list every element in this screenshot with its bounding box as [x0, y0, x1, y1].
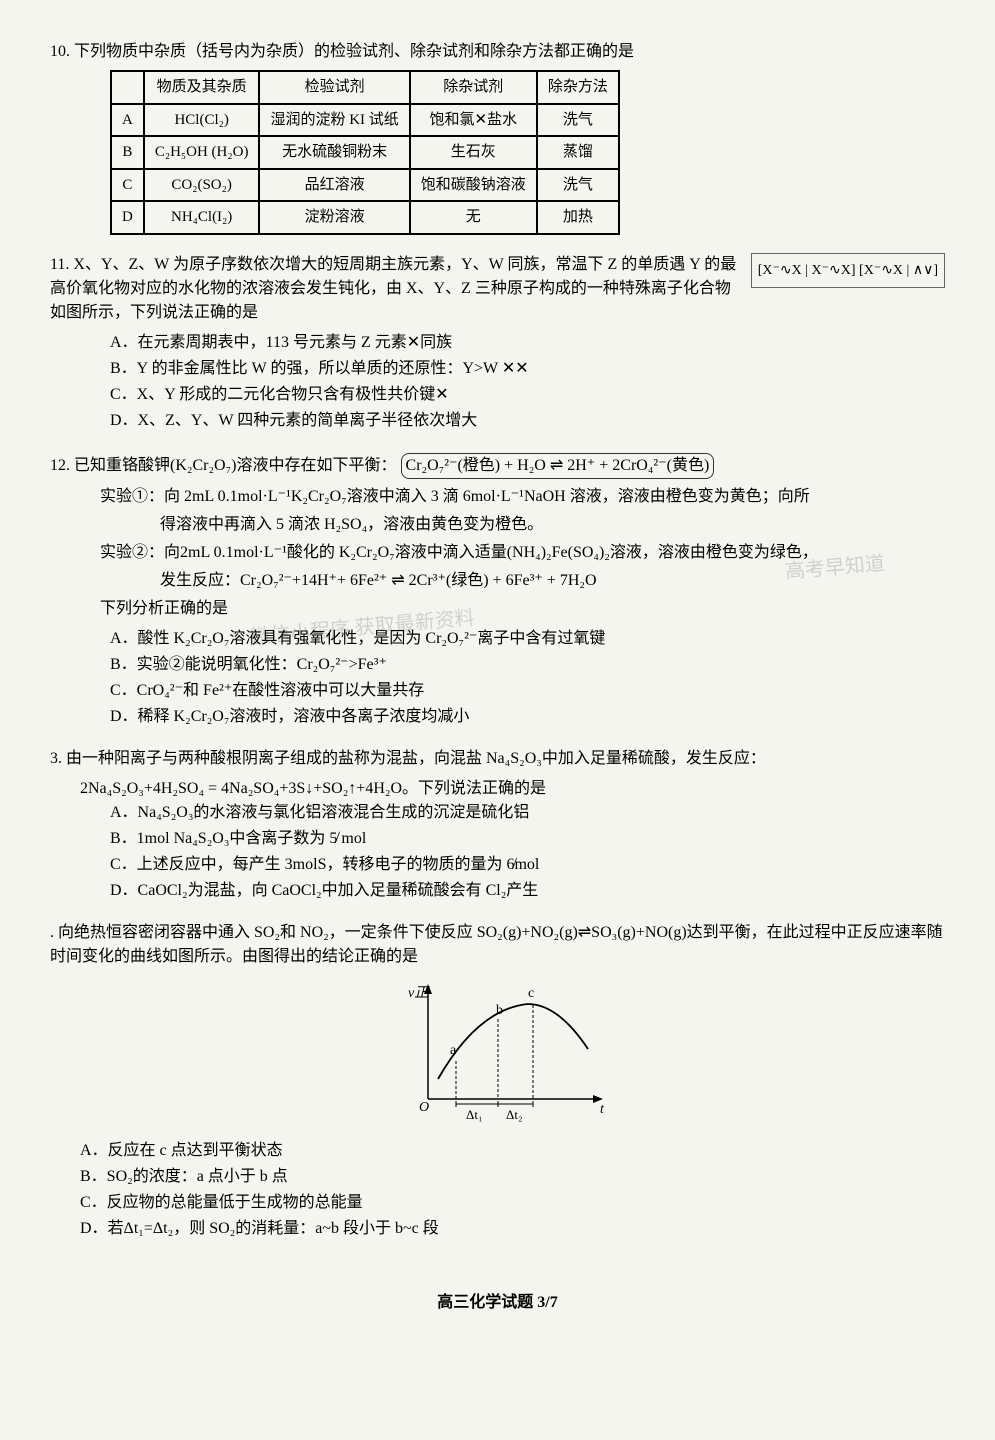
option-c: C．反应物的总能量低于生成物的总能量	[80, 1191, 945, 1215]
cell: A	[111, 104, 144, 137]
cell: 洗气	[537, 104, 619, 137]
cell: NH₄Cl(I₂)	[144, 201, 260, 234]
cell: C₂H₅OH (H₂O)	[144, 136, 260, 169]
option-a: A．在元素周期表中，113 号元素与 Z 元素✕同族	[110, 331, 945, 355]
cell: D	[111, 201, 144, 234]
question-14: . 向绝热恒容密闭容器中通入 SO₂和 NO₂，一定条件下使反应 SO₂(g)+…	[50, 921, 945, 1241]
option-b: B．实验②能说明氧化性：Cr₂O₇²⁻>Fe³⁺	[110, 653, 945, 677]
point-c: c	[528, 986, 534, 1001]
q12-analysis-label: 下列分析正确的是	[100, 597, 945, 621]
cell: 生石灰	[410, 136, 537, 169]
cell: 品红溶液	[259, 169, 409, 202]
question-11: [X⁻∿X | X⁻∿X] [X⁻∿X | ∧∨] 11. X、Y、Z、W 为原…	[50, 253, 945, 435]
cell: 洗气	[537, 169, 619, 202]
y-axis-label: v正	[408, 986, 430, 1001]
cell: 无	[410, 201, 537, 234]
q12-options: A．酸性 K₂Cr₂O₇溶液具有强氧化性，是因为 Cr₂O₇²⁻离子中含有过氧键…	[110, 627, 945, 729]
option-d: D．若Δt₁=Δt₂，则 SO₂的消耗量：a~b 段小于 b~c 段	[80, 1217, 945, 1241]
page-footer: 高三化学试题 3/7	[50, 1291, 945, 1315]
point-a: a	[450, 1043, 457, 1058]
option-a: A．酸性 K₂Cr₂O₇溶液具有强氧化性，是因为 Cr₂O₇²⁻离子中含有过氧键	[110, 627, 945, 651]
option-c: C．X、Y 形成的二元化合物只含有极性共价键✕	[110, 383, 945, 407]
q10-num: 10.	[50, 43, 70, 60]
q10-text: 下列物质中杂质（括号内为杂质）的检验试剂、除杂试剂和除杂方法都正确的是	[74, 43, 634, 60]
table-row: C CO₂(SO₂) 品红溶液 饱和碳酸钠溶液 洗气	[111, 169, 619, 202]
question-10: 10. 下列物质中杂质（括号内为杂质）的检验试剂、除杂试剂和除杂方法都正确的是 …	[50, 40, 945, 235]
question-12: 12. 已知重铬酸钾(K₂Cr₂O₇)溶液中存在如下平衡： Cr₂O₇²⁻(橙色…	[50, 453, 945, 729]
q14-stem: . 向绝热恒容密闭容器中通入 SO₂和 NO₂，一定条件下使反应 SO₂(g)+…	[50, 921, 945, 969]
dt2-label: Δt₂	[506, 1107, 523, 1122]
cell: 湿润的淀粉 KI 试纸	[259, 104, 409, 137]
option-d: D．CaOCl₂为混盐，向 CaOCl₂中加入足量稀硫酸会有 Cl₂产生	[110, 879, 945, 903]
q12-num: 12.	[50, 457, 70, 474]
q14-num: .	[50, 924, 54, 941]
cell: C	[111, 169, 144, 202]
dt1-label: Δt₁	[466, 1107, 483, 1122]
q10-stem: 10. 下列物质中杂质（括号内为杂质）的检验试剂、除杂试剂和除杂方法都正确的是	[50, 40, 945, 64]
rate-curve-svg: a b c v正 O t Δt₁ Δt₂	[378, 979, 618, 1129]
option-d: D．X、Z、Y、W 四种元素的简单离子半径依次增大	[110, 409, 945, 433]
q14-text: 向绝热恒容密闭容器中通入 SO₂和 NO₂，一定条件下使反应 SO₂(g)+NO…	[50, 924, 943, 965]
question-13: 3. 由一种阳离子与两种酸根阴离子组成的盐称为混盐，向混盐 Na₄S₂O₃中加入…	[50, 747, 945, 903]
th-4: 除杂方法	[537, 71, 619, 104]
option-a: A．反应在 c 点达到平衡状态	[80, 1139, 945, 1163]
option-c: C．CrO₄²⁻和 Fe²⁺在酸性溶液中可以大量共存	[110, 679, 945, 703]
q12-text-before: 已知重铬酸钾(K₂Cr₂O₇)溶液中存在如下平衡：	[74, 457, 397, 474]
q12-exp1-cont: 得溶液中再滴入 5 滴浓 H₂SO₄，溶液由黄色变为橙色。	[160, 513, 945, 537]
th-0	[111, 71, 144, 104]
cell: 加热	[537, 201, 619, 234]
q12-equilibrium: Cr₂O₇²⁻(橙色) + H₂O ⇌ 2H⁺ + 2CrO₄²⁻(黄色)	[401, 453, 715, 479]
q12-exp1: 实验①：向 2mL 0.1mol·L⁻¹K₂Cr₂O₇溶液中滴入 3 滴 6mo…	[100, 485, 945, 509]
q11-num: 11.	[50, 256, 69, 273]
table-row: D NH₄Cl(I₂) 淀粉溶液 无 加热	[111, 201, 619, 234]
q13-num: 3.	[50, 750, 62, 767]
option-b: B．1mol Na₄S₂O₃中含离子数为 5̸ mol	[110, 827, 945, 851]
th-3: 除杂试剂	[410, 71, 537, 104]
q13-stem: 3. 由一种阳离子与两种酸根阴离子组成的盐称为混盐，向混盐 Na₄S₂O₃中加入…	[50, 747, 945, 771]
option-b: B．SO₂的浓度：a 点小于 b 点	[80, 1165, 945, 1189]
q14-options: A．反应在 c 点达到平衡状态 B．SO₂的浓度：a 点小于 b 点 C．反应物…	[80, 1139, 945, 1241]
q12-stem: 12. 已知重铬酸钾(K₂Cr₂O₇)溶液中存在如下平衡： Cr₂O₇²⁻(橙色…	[50, 453, 945, 479]
cell: 无水硫酸铜粉末	[259, 136, 409, 169]
table-row: B C₂H₅OH (H₂O) 无水硫酸铜粉末 生石灰 蒸馏	[111, 136, 619, 169]
cell: 淀粉溶液	[259, 201, 409, 234]
origin-label: O	[419, 1100, 429, 1115]
table-row: A HCl(Cl₂) 湿润的淀粉 KI 试纸 饱和氯✕盐水 洗气	[111, 104, 619, 137]
th-1: 物质及其杂质	[144, 71, 260, 104]
cell: CO₂(SO₂)	[144, 169, 260, 202]
q13-options: A．Na₄S₂O₃的水溶液与氯化铝溶液混合生成的沉淀是硫化铝 B．1mol Na…	[110, 801, 945, 903]
cell: HCl(Cl₂)	[144, 104, 260, 137]
option-c: C．上述反应中，每产生 3molS，转移电子的物质的量为 6̸mol	[110, 853, 945, 877]
q13-text: 由一种阳离子与两种酸根阴离子组成的盐称为混盐，向混盐 Na₄S₂O₃中加入足量稀…	[66, 750, 766, 767]
cell: B	[111, 136, 144, 169]
q11-text: X、Y、Z、W 为原子序数依次增大的短周期主族元素，Y、W 同族，常温下 Z 的…	[50, 256, 736, 321]
q11-options: A．在元素周期表中，113 号元素与 Z 元素✕同族 B．Y 的非金属性比 W …	[110, 331, 945, 433]
cell: 饱和碳酸钠溶液	[410, 169, 537, 202]
th-2: 检验试剂	[259, 71, 409, 104]
cell: 饱和氯✕盐水	[410, 104, 537, 137]
point-b: b	[496, 1003, 503, 1018]
q11-diagram: [X⁻∿X | X⁻∿X] [X⁻∿X | ∧∨]	[751, 253, 945, 288]
option-b: B．Y 的非金属性比 W 的强，所以单质的还原性：Y>W ✕✕	[110, 357, 945, 381]
q13-equation: 2Na₄S₂O₃+4H₂SO₄ = 4Na₂SO₄+3S↓+SO₂↑+4H₂O。…	[80, 777, 945, 801]
q10-table: 物质及其杂质 检验试剂 除杂试剂 除杂方法 A HCl(Cl₂) 湿润的淀粉 K…	[110, 70, 620, 235]
table-header-row: 物质及其杂质 检验试剂 除杂试剂 除杂方法	[111, 71, 619, 104]
cell: 蒸馏	[537, 136, 619, 169]
q12-exp2-cont: 发生反应：Cr₂O₇²⁻+14H⁺+ 6Fe²⁺ ⇌ 2Cr³⁺(绿色) + 6…	[160, 569, 945, 593]
option-d: D．稀释 K₂Cr₂O₇溶液时，溶液中各离子浓度均减小	[110, 705, 945, 729]
x-axis-label: t	[600, 1102, 605, 1117]
option-a: A．Na₄S₂O₃的水溶液与氯化铝溶液混合生成的沉淀是硫化铝	[110, 801, 945, 825]
q12-exp2: 实验②：向2mL 0.1mol·L⁻¹酸化的 K₂Cr₂O₇溶液中滴入适量(NH…	[100, 541, 945, 565]
q14-chart: a b c v正 O t Δt₁ Δt₂	[50, 979, 945, 1129]
